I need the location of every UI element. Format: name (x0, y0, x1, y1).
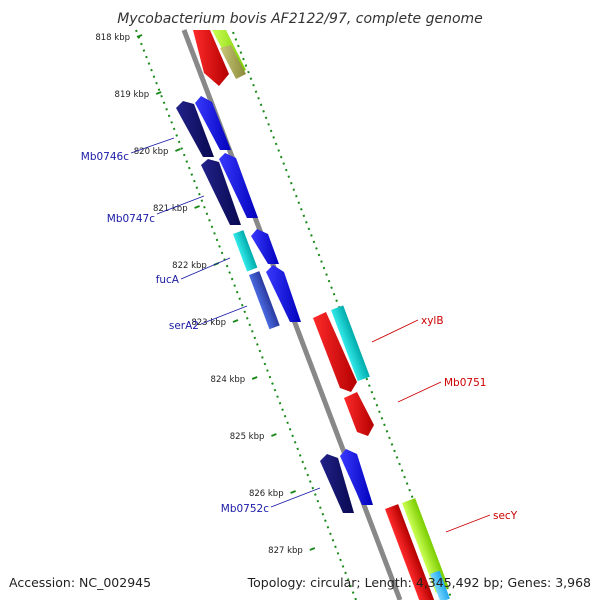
leader-mb0746c (130, 137, 175, 154)
label-mb0751: Mb0751 (444, 377, 486, 389)
gene-mb0752c-inner (340, 449, 373, 505)
tick-mark (309, 547, 316, 551)
leader-mb0752c (270, 487, 321, 508)
accession-text: Accession: NC_002945 (9, 575, 152, 590)
gene-mb0751 (344, 392, 374, 436)
gene-fuca-outer (233, 230, 258, 272)
map-title: Mycobacterium bovis AF2122/97, complete … (117, 11, 483, 27)
tick-label: 825 kbp (230, 432, 265, 442)
label-mb0747c: Mb0747c (107, 213, 155, 225)
gene-mb0747c-outer (201, 159, 241, 225)
leader-secy (445, 514, 491, 533)
tick-mark (136, 34, 143, 38)
label-mb0752c: Mb0752c (221, 503, 269, 515)
gene-secy-red (385, 504, 435, 600)
leader-mb0747c (156, 195, 205, 215)
tick-mark (251, 376, 258, 380)
gene-fuca-inner (251, 229, 279, 264)
leader-fuca (180, 257, 231, 280)
leader-xylb (371, 319, 419, 343)
gene-mb0746c-outer (176, 101, 214, 157)
gene-mb0752c-outer (320, 454, 354, 513)
tick-label: 823 kbp (191, 318, 226, 328)
tick-mark (155, 91, 162, 95)
tick-label: 824 kbp (211, 375, 246, 385)
gene-secy-lime (402, 498, 449, 593)
gene-xylb (313, 312, 357, 392)
tick-label: 820 kbp (134, 147, 169, 157)
tick-mark (271, 433, 277, 437)
gene-top-red (193, 30, 229, 86)
gene-xylb-partner (331, 305, 370, 382)
tick-label: 826 kbp (249, 489, 284, 499)
leader-mb0751 (397, 381, 442, 403)
gene-mb0746c-inner (195, 96, 231, 150)
gene-top-olive (220, 45, 246, 79)
gene-secy-ltblue (430, 570, 450, 600)
tick-mark (194, 205, 200, 209)
label-mb0746c: Mb0746c (81, 151, 129, 163)
gene-mb0747c-inner (219, 153, 258, 218)
gene-sera2-outer (248, 271, 280, 330)
tick-label: 819 kbp (115, 90, 150, 100)
leader-lines (130, 137, 491, 533)
tick-label: 822 kbp (172, 261, 207, 271)
label-fuca: fucA (156, 274, 180, 286)
leader-sera2 (200, 305, 248, 325)
tick-mark (175, 148, 181, 152)
label-secy: secY (493, 510, 518, 522)
label-sera2: serA2 (169, 320, 199, 332)
gene-sera2-inner (266, 265, 301, 322)
tick-mark (232, 319, 239, 323)
label-xylb: xylB (421, 315, 444, 327)
genome-stats-text: Topology: circular; Length: 4,345,492 bp… (247, 575, 591, 590)
tick-label: 818 kbp (95, 33, 130, 43)
tick-label: 827 kbp (268, 546, 303, 556)
tick-mark (290, 490, 296, 494)
